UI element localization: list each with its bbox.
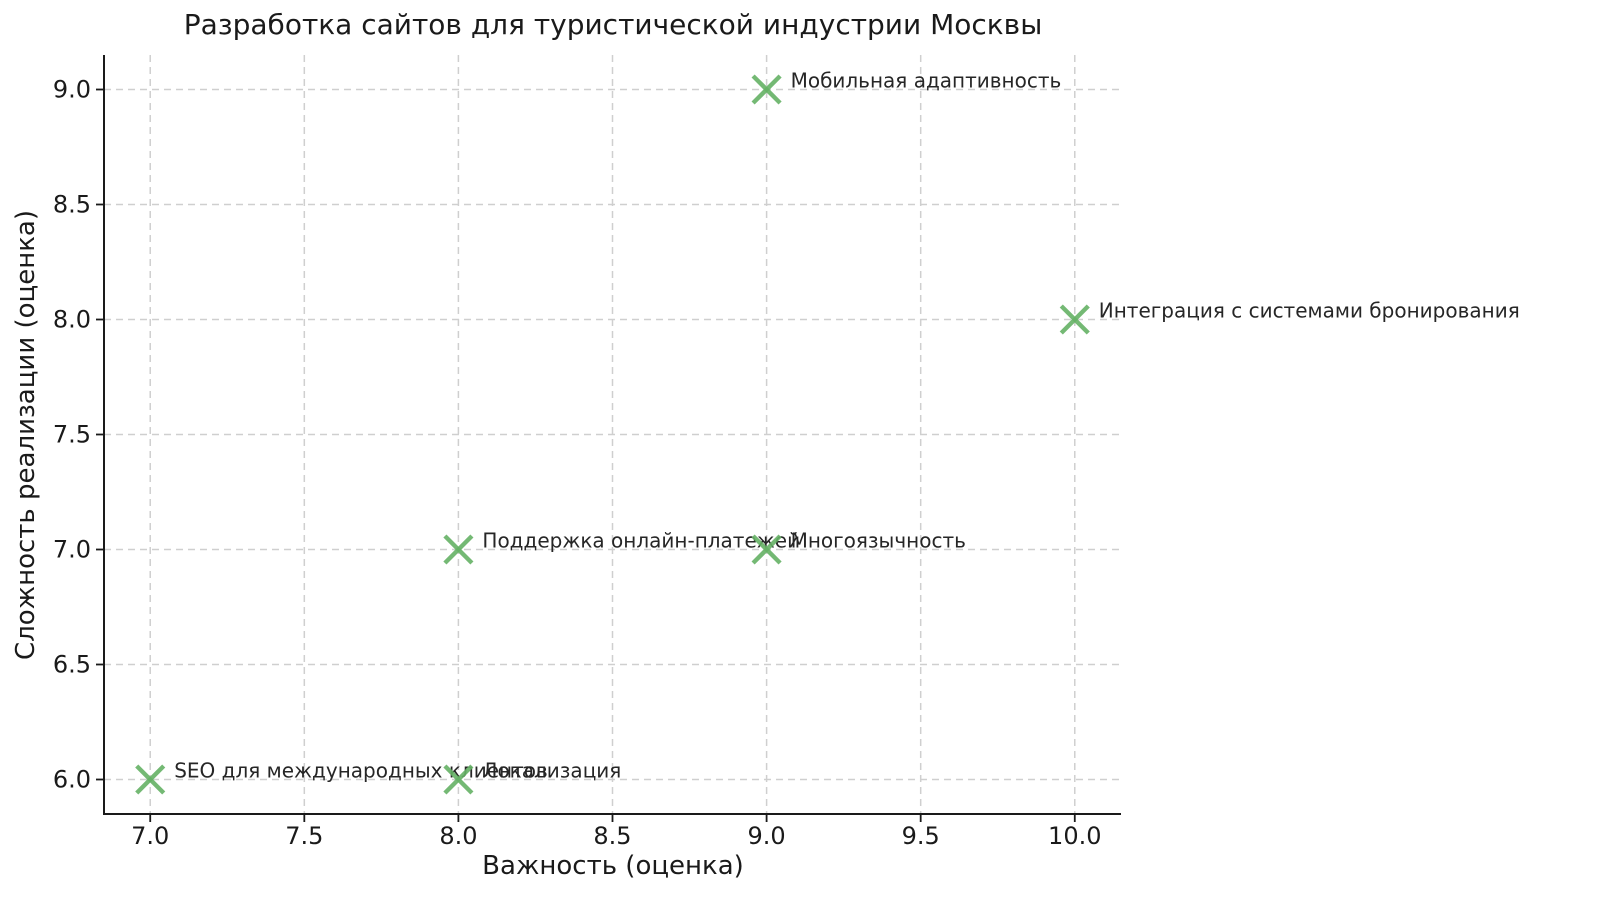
chart-title: Разработка сайтов для туристической инду… <box>183 8 1043 41</box>
data-point-marker <box>1059 304 1090 335</box>
x-tick-label: 10.0 <box>1048 822 1101 850</box>
y-tick-label: 8.0 <box>53 306 91 334</box>
x-tick-label: 9.0 <box>748 822 786 850</box>
data-point-label: SEO для международных клиентов <box>174 759 548 783</box>
x-tick-label: 7.5 <box>285 822 323 850</box>
data-point-marker <box>443 764 474 795</box>
y-tick-label: 7.0 <box>53 536 91 564</box>
y-tick-label: 6.0 <box>53 766 91 794</box>
x-axis-label: Важность (оценка) <box>482 851 744 881</box>
y-tick-label: 9.0 <box>53 76 91 104</box>
data-point-label: Многоязычность <box>791 529 966 553</box>
y-tick-label: 8.5 <box>53 191 91 219</box>
x-tick-label: 8.5 <box>593 822 631 850</box>
data-point-label: Мобильная адаптивность <box>791 69 1062 93</box>
data-point-marker <box>751 534 782 565</box>
data-point-label: Интеграция с системами бронирования <box>1099 299 1520 323</box>
data-point-marker <box>135 764 166 795</box>
data-point-label: Поддержка онлайн-платежей <box>482 529 800 553</box>
x-tick-label: 8.0 <box>439 822 477 850</box>
y-tick-label: 7.5 <box>53 421 91 449</box>
y-tick-label: 6.5 <box>53 651 91 679</box>
data-point-marker <box>443 534 474 565</box>
data-point-label: Локализация <box>482 759 621 783</box>
data-point-marker <box>751 74 782 105</box>
x-tick-label: 9.5 <box>902 822 940 850</box>
x-tick-label: 7.0 <box>131 822 169 850</box>
